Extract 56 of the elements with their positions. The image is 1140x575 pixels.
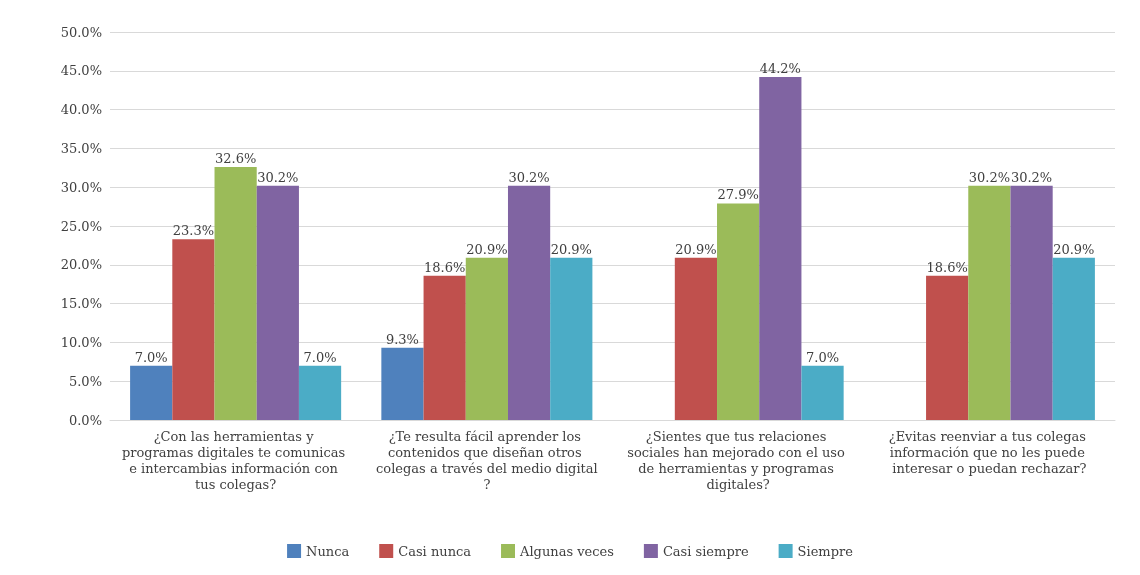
- bar: [968, 185, 1011, 420]
- x-tick-label: ¿Evitas reenviar a tus colegas información que no les puede interesar o puedan rechazar?: [888, 428, 1091, 476]
- data-label: 20.9%: [675, 241, 717, 257]
- data-label: 20.9%: [1053, 241, 1095, 257]
- x-tick-label: ¿Te resulta fácil aprender los contenidos que diseñan otros colegas a través del medio digital?: [376, 428, 598, 492]
- data-label: 27.9%: [717, 187, 759, 203]
- data-label: 7.0%: [134, 349, 168, 365]
- data-label: 9.3%: [385, 331, 419, 347]
- data-label: 32.6%: [214, 151, 257, 167]
- bar: [172, 239, 215, 420]
- bar: [1010, 185, 1053, 420]
- bar: [214, 167, 257, 420]
- data-label: 23.3%: [172, 223, 215, 239]
- bar: [465, 257, 508, 420]
- y-tick-label: 50.0%: [60, 24, 102, 40]
- bar: [926, 275, 969, 420]
- bar: [674, 257, 718, 420]
- y-tick-label: 30.0%: [60, 179, 102, 195]
- y-tick-label: 5.0%: [68, 373, 102, 389]
- legend-label: Siempre: [797, 543, 854, 559]
- legend-label: Casi nunca: [398, 543, 472, 559]
- data-label: 30.2%: [1010, 169, 1053, 185]
- y-tick-label: 40.0%: [60, 102, 102, 118]
- data-label: 20.9%: [550, 241, 592, 257]
- data-label: 7.0%: [806, 349, 840, 365]
- y-tick-label: 45.0%: [60, 63, 102, 79]
- bar: [801, 365, 844, 420]
- x-tick-label: ¿Sientes que tus relaciones sociales han mejorado con el uso de herramientas y programas digitales?: [627, 428, 849, 492]
- bar: [507, 185, 551, 420]
- bar: [1052, 257, 1095, 420]
- data-label: 20.9%: [466, 241, 508, 257]
- y-tick-label: 15.0%: [60, 296, 102, 312]
- data-label: 30.2%: [508, 169, 550, 185]
- bar: [550, 257, 593, 420]
- bar: [130, 365, 173, 420]
- bar: [717, 203, 760, 420]
- data-label: 7.0%: [303, 349, 337, 365]
- y-tick-label: 35.0%: [60, 140, 102, 156]
- bar: [256, 185, 299, 420]
- data-label: 44.2%: [759, 61, 801, 77]
- bar: [423, 275, 466, 420]
- data-label: 18.6%: [926, 259, 968, 275]
- data-label: 30.2%: [257, 169, 299, 185]
- y-tick-label: 25.0%: [60, 218, 102, 234]
- legend-label: Casi siempre: [662, 543, 749, 559]
- legend-label: Nunca: [306, 543, 350, 559]
- y-tick-label: 20.0%: [60, 257, 102, 273]
- bar: [298, 365, 342, 420]
- data-label: 18.6%: [424, 259, 466, 275]
- legend-label: Algunas veces: [519, 543, 614, 559]
- x-tick-label: ¿Con las herramientas y programas digitales te comunicas e intercambias información con tus colegas?: [121, 428, 350, 492]
- bar: [759, 77, 802, 420]
- y-tick-label: 10.0%: [60, 334, 102, 350]
- data-label: 30.2%: [968, 169, 1011, 185]
- bar: [381, 347, 424, 420]
- y-tick-label: 0.0%: [68, 412, 102, 428]
